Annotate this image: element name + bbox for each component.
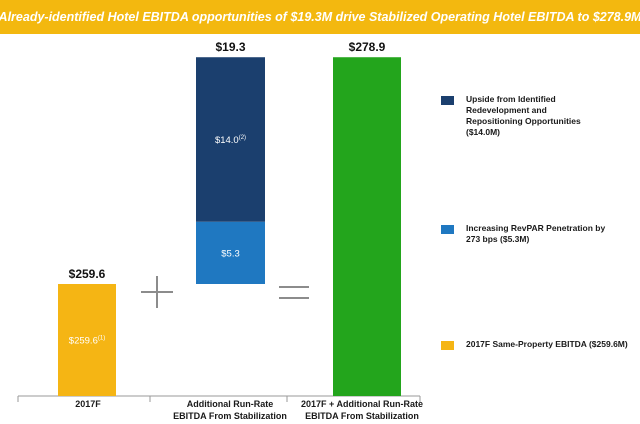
bar-data-label: $259.6(1) bbox=[69, 336, 105, 347]
x-axis-label-combined: 2017F + Additional Run-Rate EBITDA From … bbox=[301, 399, 423, 421]
legend-label: Increasing RevPAR Penetration by 273 bps… bbox=[466, 223, 606, 244]
chart-title-banner: Already-identified Hotel EBITDA opportun… bbox=[0, 0, 640, 34]
bar-data-label: $5.3 bbox=[221, 248, 240, 259]
bar-segment bbox=[333, 57, 401, 396]
legend-swatch-blue bbox=[441, 225, 454, 234]
chart-title: Already-identified Hotel EBITDA opportun… bbox=[0, 10, 640, 24]
bar-total-label: $259.6 bbox=[69, 267, 106, 281]
legend-item-identified-upside: Upside from Identified Redevelopment and… bbox=[441, 94, 631, 138]
legend-label: Upside from Identified Redevelopment and… bbox=[466, 94, 581, 137]
bar-total-label: $19.3 bbox=[215, 40, 245, 54]
bar-data-label: $14.0(2) bbox=[215, 135, 246, 146]
legend-item-revpar: Increasing RevPAR Penetration by 273 bps… bbox=[441, 223, 631, 245]
footnote-marker: (2) bbox=[239, 135, 246, 141]
bar-total-label: $278.9 bbox=[349, 40, 386, 54]
legend-item-same-property: 2017F Same-Property EBITDA ($259.6M) bbox=[441, 339, 631, 350]
footnote-marker: (1) bbox=[98, 336, 105, 342]
x-axis-label-2017f: 2017F bbox=[75, 399, 101, 409]
bar-segment bbox=[196, 221, 265, 284]
legend-swatch-navy bbox=[441, 96, 454, 105]
legend-label: 2017F Same-Property EBITDA ($259.6M) bbox=[466, 339, 628, 349]
legend-swatch-gold bbox=[441, 341, 454, 350]
bar-segment bbox=[58, 284, 116, 396]
bar-segment bbox=[196, 57, 265, 222]
x-axis-label-additional: Additional Run-Rate EBITDA From Stabiliz… bbox=[173, 399, 287, 421]
